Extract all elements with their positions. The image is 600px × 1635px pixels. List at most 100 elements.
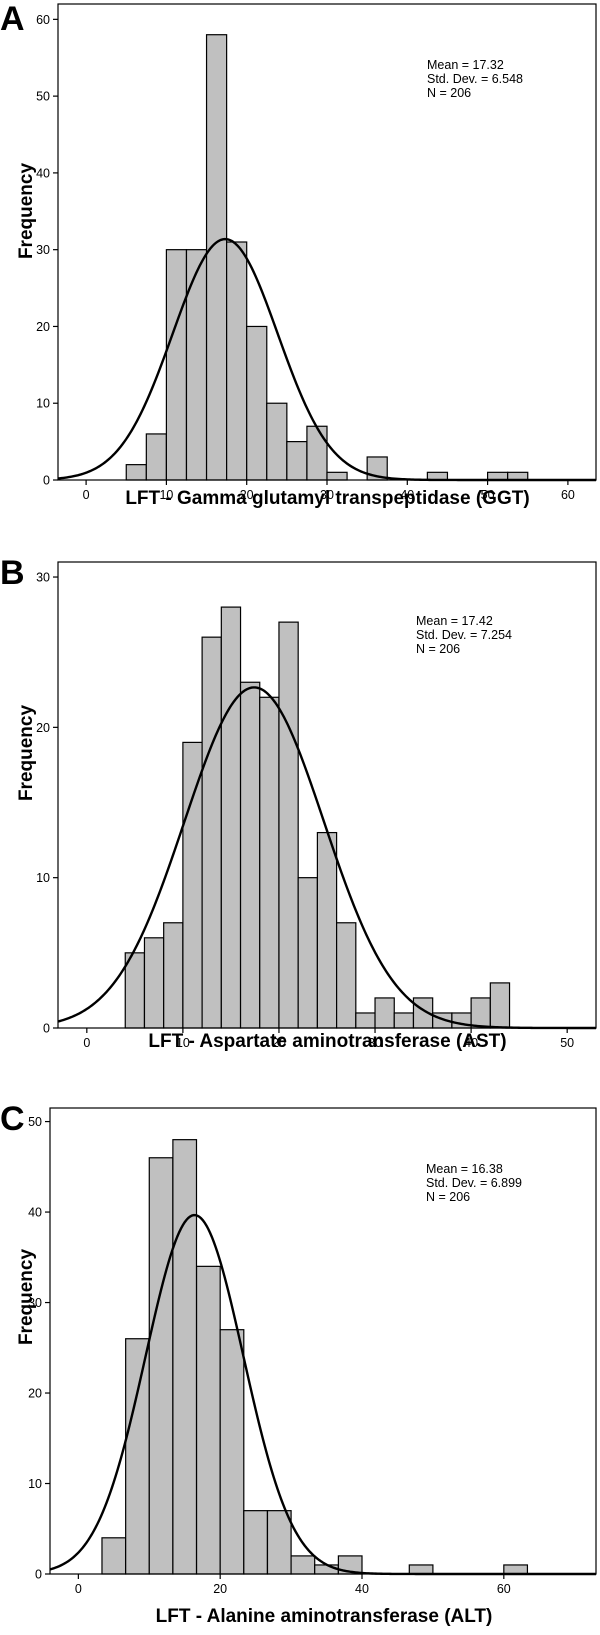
histogram-bar [243,1510,269,1575]
x-tick-label: 10 [159,488,173,502]
y-tick-label: 40 [36,166,50,180]
histogram-bar [172,1139,198,1575]
histogram-bar [259,696,280,1029]
histogram-panel-a: A 0 10 20 30 40 50 60 0 10 20 30 40 50 60 Frequency L… [0,0,600,520]
histogram-panel-b: B 0 10 20 30 0 10 20 30 40 50 Frequency LFT - Asp… [0,550,600,1090]
stat-sd: Std. Dev. = 6.899 [426,1176,523,1190]
y-tick-label: 60 [36,13,50,27]
histogram-bar [246,325,268,481]
y-axis-label: Frequency [16,1248,37,1346]
histogram-bar [145,433,168,481]
x-tick-label: 40 [464,1036,478,1050]
x-tick-label: 20 [240,488,254,502]
y-tick-label: 10 [36,397,50,411]
histogram-bar [316,831,338,1029]
y-tick-label: 20 [28,1387,42,1401]
x-tick-label: 0 [83,1036,90,1050]
x-tick-label: 60 [497,1582,511,1596]
stat-sd: Std. Dev. = 7.254 [416,628,513,642]
histogram-bar [326,471,348,481]
plot-frame [57,561,597,1029]
stat-sd: Std. Dev. = 6.548 [427,72,524,86]
histogram-bar [290,1555,316,1575]
y-tick-label: 20 [36,320,50,334]
y-tick-label: 30 [36,243,50,257]
y-tick-label: 10 [36,871,50,885]
x-tick-label: 0 [83,488,90,502]
summary-stats: Mean = 16.38 Std. Dev. = 6.899 N = 206 [426,1162,522,1204]
panel-letter: B [0,554,25,592]
x-tick-label: 0 [75,1582,82,1596]
histogram-bar [195,1265,221,1575]
y-tick-label: 50 [36,90,50,104]
histogram-bar [286,441,308,481]
histogram-bar [185,249,208,481]
histogram-bar [336,922,357,1029]
stat-n: N = 206 [427,86,472,100]
x-tick-label: 30 [368,1036,382,1050]
stat-n: N = 206 [416,642,461,656]
y-tick-label: 40 [28,1206,42,1220]
stat-n: N = 206 [426,1190,471,1204]
histogram-bar [219,1329,245,1575]
summary-stats: Mean = 17.42 Std. Dev. = 7.254 N = 206 [416,614,512,656]
histogram-bar [266,1510,292,1575]
histogram-bar [220,606,242,1029]
y-tick-label: 30 [28,1296,42,1310]
y-tick-label: 0 [43,474,50,488]
histogram-panel-c: C 0 10 20 30 40 50 0 20 40 60 Frequency LFT - Ala… [0,1100,600,1635]
histogram-bar [306,425,328,481]
histogram-bar [125,464,147,481]
histogram-plot: 0 10 20 30 40 50 60 0 10 20 30 40 50 60 [36,3,597,502]
summary-stats: Mean = 17.32 Std. Dev. = 6.548 N = 206 [427,58,523,100]
panel-letter: C [0,1100,25,1138]
histogram-bar [408,1564,434,1575]
histogram-bar [393,1012,415,1029]
histogram-bar [143,937,165,1029]
x-tick-label: 50 [560,1036,574,1050]
histogram-bar [503,1564,529,1575]
x-tick-label: 60 [561,488,575,502]
histogram-bar [314,1564,339,1575]
histogram-bar [163,922,184,1029]
x-tick-label: 40 [355,1582,369,1596]
y-tick-label: 50 [28,1115,42,1129]
histogram-bar [278,621,299,1029]
histogram-bar [101,1537,127,1575]
x-tick-label: 10 [176,1036,190,1050]
x-tick-label: 20 [272,1036,286,1050]
normal-curve [57,237,596,482]
histogram-bar [355,1012,376,1029]
x-tick-label: 40 [400,488,414,502]
x-tick-label: 20 [213,1582,227,1596]
histogram-bar [182,741,203,1029]
stat-mean: Mean = 17.32 [427,58,504,72]
histogram-bar [124,952,146,1029]
x-axis-label: LFT - Alanine aminotransferase (ALT) [155,1606,493,1627]
histogram-bar [374,997,395,1029]
stat-mean: Mean = 16.38 [426,1162,503,1176]
panel-letter: A [0,0,25,38]
y-tick-label: 20 [36,721,50,735]
x-tick-label: 50 [481,488,495,502]
histogram-bar [201,636,222,1029]
x-axis-label: LFT - Aspartate aminotransferase (AST) [148,1031,507,1052]
histogram-bar [165,249,188,481]
y-tick-label: 0 [43,1022,50,1036]
y-axis-label: Frequency [16,704,37,802]
histogram-plot: 0 10 20 30 40 50 0 20 40 60 [28,1107,597,1596]
histogram-bar [470,997,491,1029]
histogram-bar [205,34,228,481]
y-tick-label: 30 [36,571,50,585]
x-axis-label: LFT - Gamma glutamyl transpeptidase (GGT… [125,488,530,509]
plot-frame [49,1107,597,1575]
histogram-bar [239,681,261,1029]
histogram-bar [489,982,511,1029]
y-axis-label: Frequency [16,162,37,260]
y-tick-label: 10 [28,1477,42,1491]
histogram-bar [297,877,318,1029]
histogram-bar [266,402,288,481]
y-tick-label: 0 [35,1568,42,1582]
histogram-bar [125,1338,150,1575]
histogram-bar [148,1157,174,1575]
